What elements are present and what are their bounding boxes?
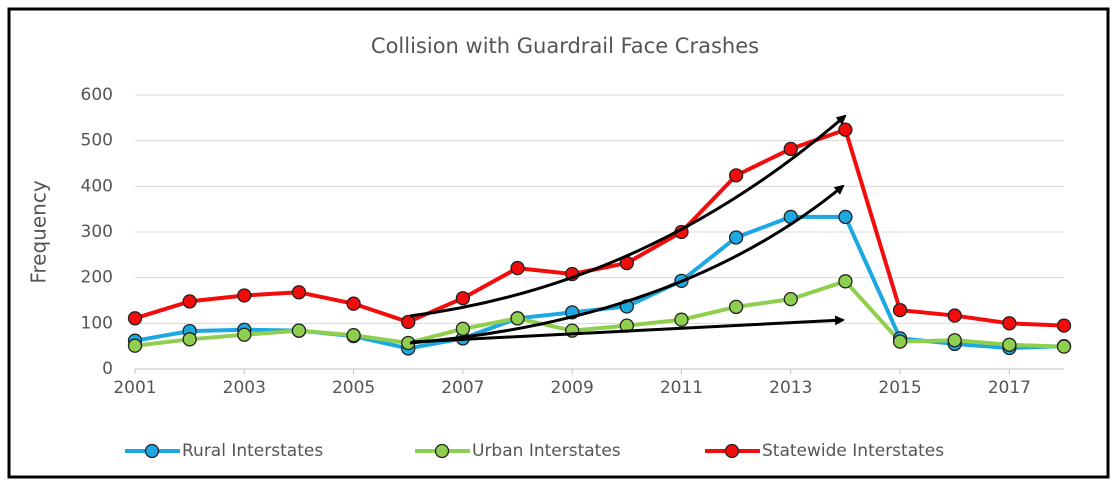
data-point (947, 333, 962, 348)
trend-arrow (409, 114, 847, 318)
legend: Rural Interstates Urban Interstates Statew… (125, 441, 944, 461)
data-point (838, 274, 853, 289)
data-point (346, 328, 361, 343)
legend-marker (724, 443, 740, 459)
data-point (455, 321, 471, 336)
x-tick-label: 2013 (769, 378, 812, 398)
data-point (127, 311, 143, 326)
legend-label: Rural Interstates (182, 441, 323, 461)
chart-title: Collision with Guardrail Face Crashes (371, 34, 759, 58)
x-tick-label: 2011 (660, 378, 703, 398)
data-point (728, 299, 744, 315)
x-tick-label: 2015 (878, 378, 921, 398)
data-point (1002, 316, 1017, 331)
data-point (237, 327, 252, 342)
legend-label: Urban Interstates (472, 441, 621, 461)
y-axis-label: Frequency (27, 180, 51, 283)
y-tick-label: 500 (81, 131, 113, 151)
data-point (455, 291, 471, 306)
x-tick-label: 2017 (988, 378, 1031, 398)
data-point (674, 312, 689, 327)
data-point (783, 141, 798, 157)
data-point (728, 230, 744, 245)
data-point (892, 334, 908, 349)
trend-arrows (409, 114, 847, 345)
data-point (346, 296, 361, 311)
data-point (182, 332, 197, 347)
x-tick-label: 2007 (441, 378, 484, 398)
y-tick-label: 400 (81, 176, 113, 196)
data-point (783, 291, 798, 307)
x-tick-label: 2005 (332, 378, 375, 398)
legend-marker (434, 443, 450, 459)
y-tick-label: 300 (81, 222, 113, 242)
data-point (291, 323, 307, 338)
data-point (510, 311, 525, 326)
data-point (728, 168, 744, 183)
y-tick-label: 600 (81, 85, 113, 105)
data-point (291, 285, 307, 300)
data-point (510, 260, 525, 276)
data-point (947, 308, 962, 323)
frame (7, 7, 1110, 479)
data-point (838, 122, 853, 137)
data-point (892, 302, 908, 318)
data-point (127, 338, 143, 353)
data-point (1056, 318, 1072, 333)
grid: 0 100 200 300 400 500 600 2001 2003 2005 2007 2009 2… (81, 85, 1064, 398)
trend-arrow (411, 315, 845, 344)
data-point (1056, 339, 1072, 354)
data-point (182, 294, 197, 309)
legend-marker (144, 443, 160, 459)
trend-arrow (409, 184, 845, 345)
legend-label: Statewide Interstates (762, 441, 944, 461)
data-point (1002, 337, 1017, 352)
data-point (237, 288, 252, 303)
x-tick-label: 2003 (223, 378, 266, 398)
series-line (134, 279, 1065, 349)
x-tick-label: 2001 (113, 378, 156, 398)
data-point (401, 314, 416, 330)
data-point (838, 209, 853, 225)
y-tick-label: 200 (81, 268, 113, 288)
lines (127, 122, 1072, 356)
x-tick-label: 2009 (551, 378, 594, 398)
y-tick-label: 100 (81, 313, 113, 333)
y-tick-label: 0 (102, 359, 113, 379)
